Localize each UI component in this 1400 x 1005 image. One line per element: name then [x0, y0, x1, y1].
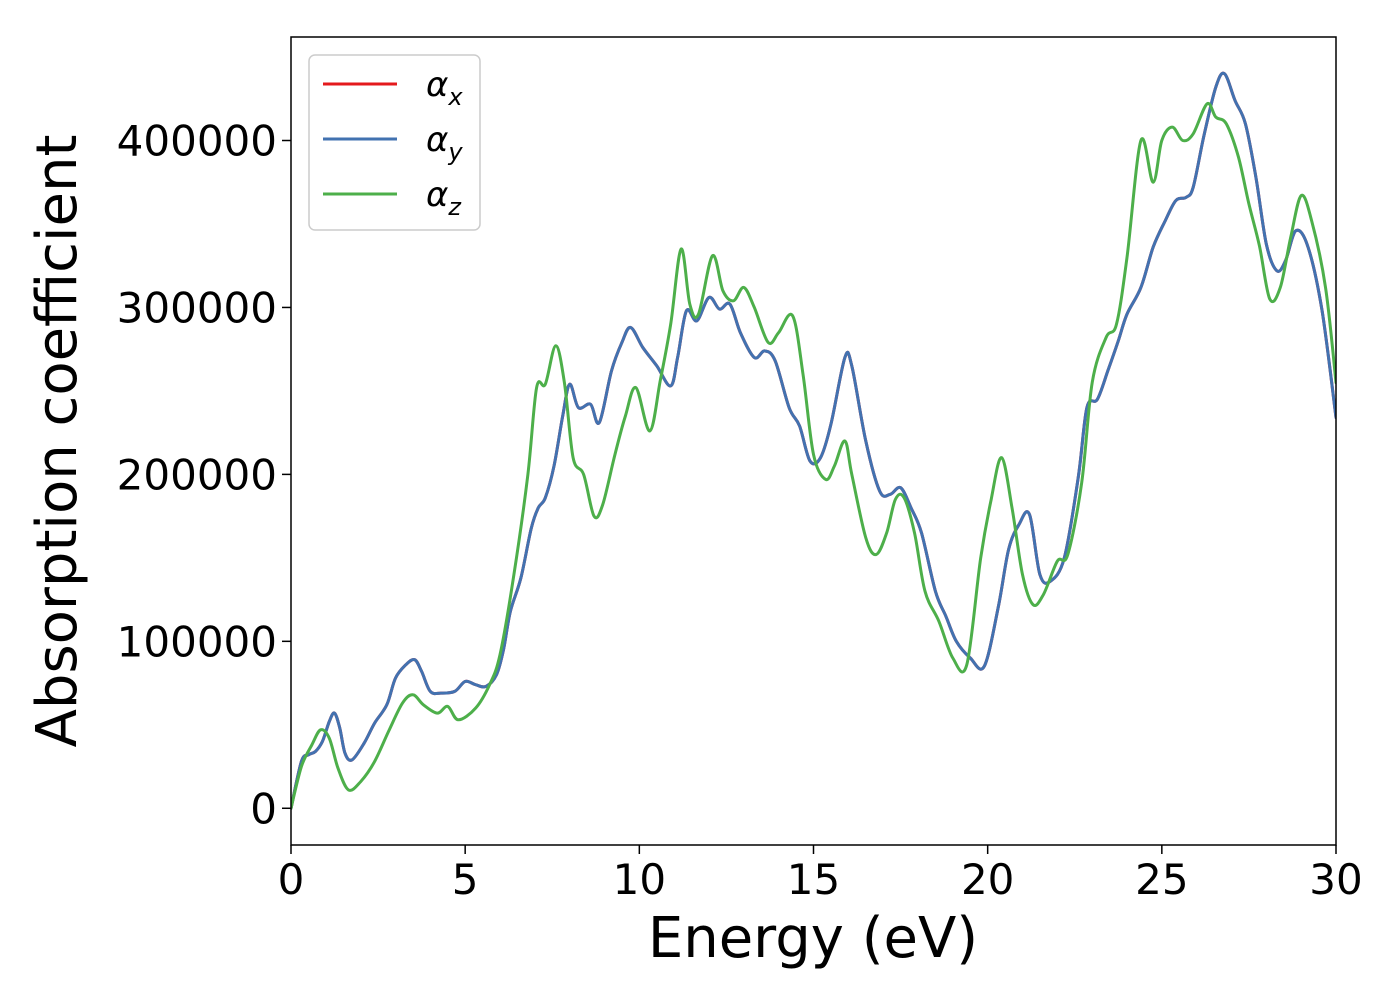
x-tick-label: 5 [452, 855, 479, 904]
legend-label-x: αx [426, 65, 463, 111]
y-axis-label: Absorption coefficient [25, 135, 90, 748]
y-tick-label: 100000 [117, 617, 277, 666]
y-tick-label: 400000 [117, 117, 277, 166]
x-tick-label: 30 [1309, 855, 1362, 904]
y-tick-label: 200000 [117, 450, 277, 499]
series-line-z [291, 101, 1336, 810]
y-tick-label: 0 [250, 784, 277, 833]
x-tick-label: 15 [787, 855, 840, 904]
series-layer [291, 71, 1336, 810]
legend: αx αy αz [308, 54, 481, 231]
x-axis-label: Energy (eV) [648, 906, 978, 971]
series-line-y [291, 71, 1336, 810]
x-tick-label: 0 [278, 855, 305, 904]
x-tick-label: 25 [1135, 855, 1188, 904]
legend-box [308, 54, 481, 231]
legend-label-z: αz [426, 175, 462, 221]
x-tick-label: 20 [961, 855, 1014, 904]
x-axis-ticks: 0 5 10 15 20 25 30 [278, 845, 1363, 904]
legend-label-y: αy [426, 120, 463, 166]
x-tick-label: 10 [613, 855, 666, 904]
y-tick-label: 300000 [117, 283, 277, 332]
legend-entries: αx αy αz [323, 65, 463, 221]
y-axis-ticks: 0 100000 200000 300000 400000 [117, 117, 291, 833]
